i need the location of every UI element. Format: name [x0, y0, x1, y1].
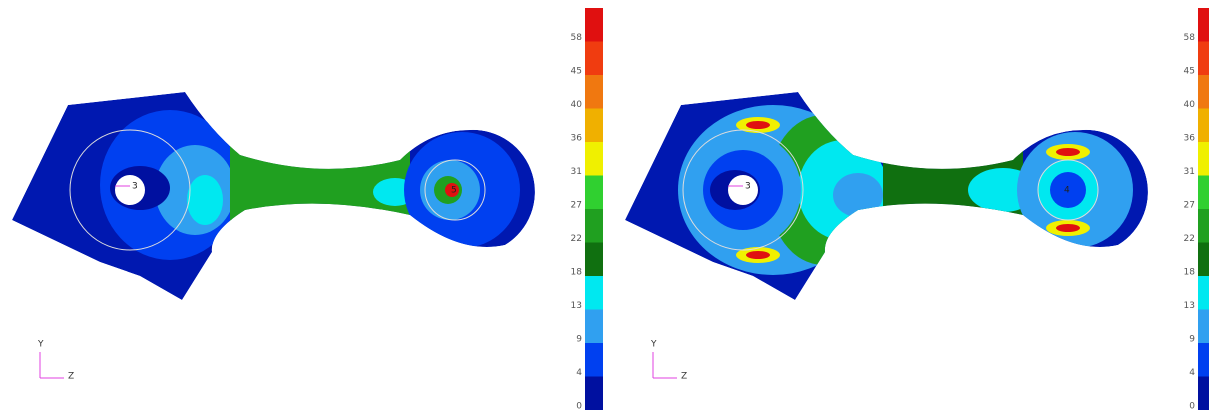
pin-hole — [728, 175, 758, 205]
scale-label: 22 — [1184, 234, 1195, 244]
scale-label: 31 — [571, 167, 582, 177]
scale-bin — [585, 243, 603, 277]
zone — [833, 173, 883, 217]
scale-label: 13 — [571, 301, 582, 311]
scale-bin — [1198, 243, 1209, 277]
scale-label: 27 — [571, 201, 582, 211]
scale-label: 9 — [1189, 335, 1195, 345]
scale-bin — [585, 75, 603, 109]
scale-bin — [1198, 276, 1209, 310]
scale-bin — [585, 109, 603, 143]
scale-bin — [1198, 310, 1209, 344]
scale-bin — [585, 42, 603, 76]
scale-label: 18 — [1184, 268, 1196, 278]
scale-bin — [1198, 142, 1209, 176]
node-label: 3 — [132, 182, 138, 192]
scale-label: 58 — [571, 33, 583, 43]
scale-bin — [1198, 209, 1209, 243]
scale-bin — [1198, 75, 1209, 109]
scale-bin — [1198, 42, 1209, 76]
pin-hole — [115, 175, 145, 205]
axis-label: Y — [37, 340, 44, 350]
zone — [1056, 148, 1080, 156]
zone — [187, 175, 223, 225]
scale-label: 27 — [1184, 201, 1195, 211]
scale-bin — [585, 142, 603, 176]
part — [625, 92, 1148, 300]
scale-bin — [1198, 377, 1209, 410]
axis-label: Z — [681, 372, 687, 382]
contour-figure: 35YZ58454036312722181394034YZ58454036312… — [0, 0, 1209, 410]
scale-label: 40 — [1184, 100, 1196, 110]
scale-label: 22 — [571, 234, 582, 244]
scale-bin — [585, 8, 603, 42]
scale-label: 45 — [571, 67, 582, 77]
zone — [746, 121, 770, 129]
scale-bin — [585, 343, 603, 377]
scale-label: 0 — [1189, 402, 1195, 410]
scale-bin — [1198, 343, 1209, 377]
zone — [746, 251, 770, 259]
scale-label: 9 — [576, 335, 582, 345]
scale-bin — [585, 276, 603, 310]
scale-label: 4 — [1189, 368, 1195, 378]
zone — [1056, 224, 1080, 232]
axis-label: Y — [650, 340, 657, 350]
node-label: 5 — [451, 186, 457, 196]
scale-label: 4 — [576, 368, 582, 378]
scale-label: 18 — [571, 268, 583, 278]
scale-label: 31 — [1184, 167, 1195, 177]
scale-label: 36 — [1184, 134, 1196, 144]
scale-bin — [585, 176, 603, 210]
scale-label: 13 — [1184, 301, 1195, 311]
scale-bin — [1198, 176, 1209, 210]
part — [12, 92, 535, 300]
scale-label: 40 — [571, 100, 583, 110]
scale-label: 0 — [576, 402, 582, 410]
scale-label: 45 — [1184, 67, 1195, 77]
scale-bin — [585, 377, 603, 410]
scale-bin — [585, 310, 603, 344]
scale-bin — [1198, 109, 1209, 143]
scale-bin — [585, 209, 603, 243]
node-label: 3 — [745, 182, 751, 192]
scale-bin — [1198, 8, 1209, 42]
scale-label: 58 — [1184, 33, 1196, 43]
scale-label: 36 — [571, 134, 583, 144]
node-label: 4 — [1064, 186, 1070, 196]
axis-label: Z — [68, 372, 74, 382]
